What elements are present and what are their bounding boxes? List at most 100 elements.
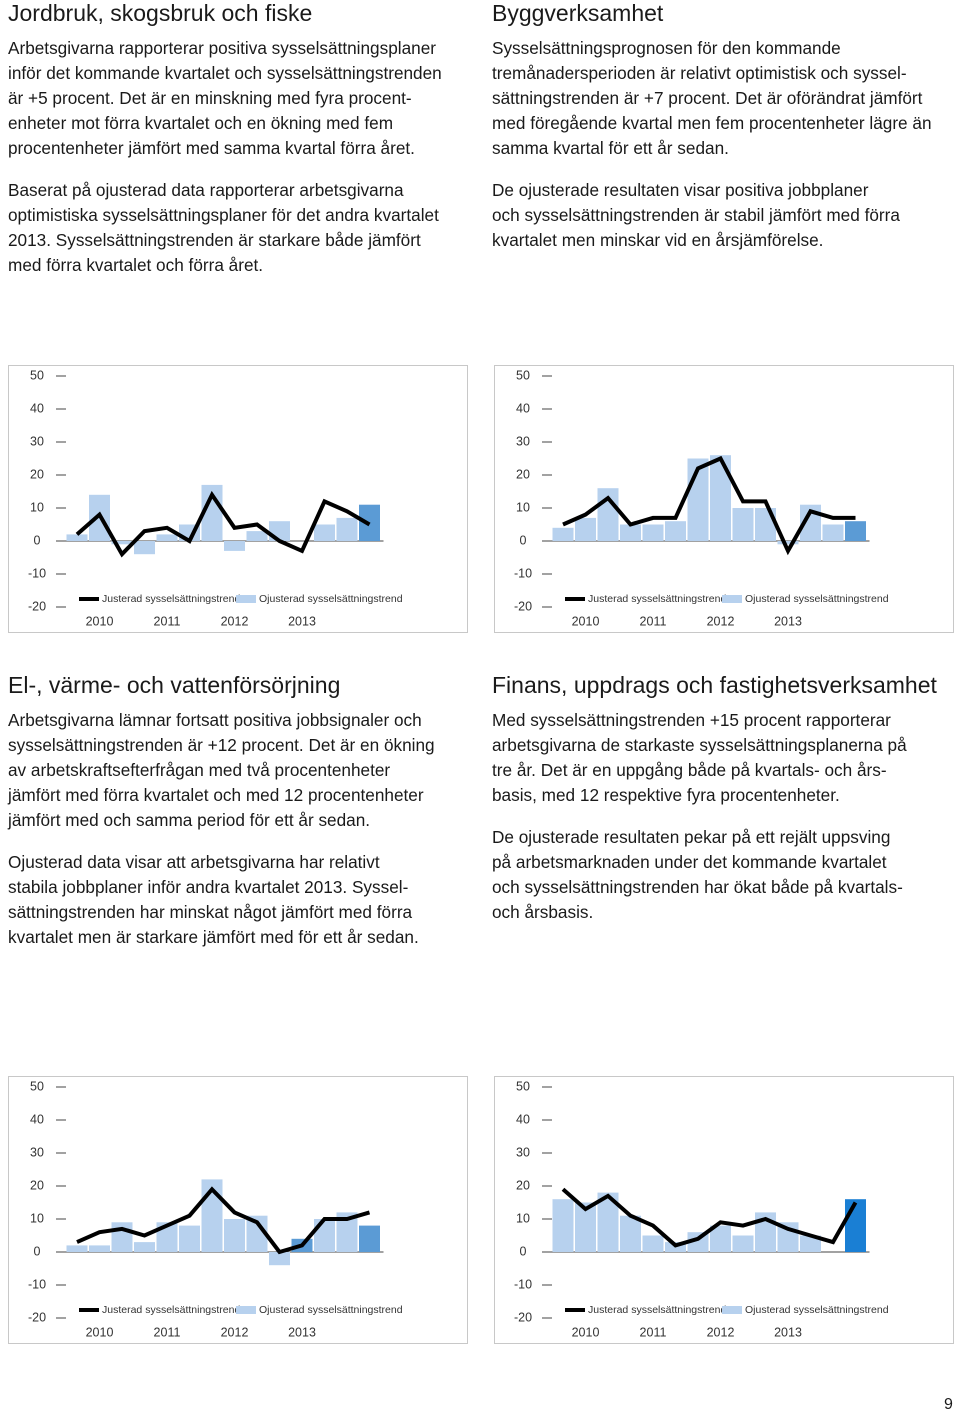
paragraph: Baserat på ojusterad data rapporterar ar… <box>8 178 473 278</box>
bar <box>156 534 178 541</box>
text-line: sättningstrenden är +7 procent. Det är o… <box>492 88 923 108</box>
bar <box>134 1242 155 1252</box>
legend-label: Ojusterad sysselsättningstrend <box>259 1304 403 1316</box>
legend-swatch <box>722 1306 742 1314</box>
legend-label: Ojusterad sysselsättningstrend <box>745 593 889 605</box>
text-line: Ojusterad data visar att arbetsgivarna h… <box>8 852 380 872</box>
page-number: 9 <box>944 1396 953 1413</box>
bar <box>575 1202 596 1252</box>
bar <box>642 524 664 541</box>
bar <box>710 455 731 541</box>
y-tick-label: 50 <box>516 1079 530 1093</box>
y-tick-label: 20 <box>516 467 530 481</box>
bar <box>620 1215 641 1252</box>
y-tick-label: 20 <box>516 1178 530 1192</box>
bar <box>314 524 335 541</box>
bar <box>642 1235 664 1252</box>
text-line: med föregående kvartal men fem procenten… <box>492 113 932 133</box>
bar <box>314 1219 335 1252</box>
paragraph: De ojusterade resultaten pekar på ett re… <box>492 825 957 925</box>
x-tick-label: 2010 <box>86 1325 114 1339</box>
bar <box>224 541 245 551</box>
trend-line <box>562 455 856 556</box>
y-tick-label: 50 <box>516 368 530 382</box>
section-title: El-, värme- och vattenförsörjning <box>8 672 341 698</box>
bar <box>822 524 844 541</box>
trend-line <box>561 1187 858 1248</box>
y-tick-label: -20 <box>28 599 46 613</box>
text-line: jämfört med förra kvartalet och med 12 p… <box>8 785 424 805</box>
bar <box>246 531 268 541</box>
paragraph: De ojusterade resultaten visar positiva … <box>492 178 957 253</box>
bar <box>201 484 223 541</box>
bar <box>66 1245 88 1252</box>
text-line: Sysselsättningsprognosen för den kommand… <box>492 38 841 58</box>
y-tick-label: 40 <box>516 1112 530 1126</box>
x-tick-label: 2012 <box>221 614 249 628</box>
y-tick-label: 0 <box>520 533 527 547</box>
text-line: enheter mot förra kvartalet och en öknin… <box>8 113 394 133</box>
y-tick-label: 20 <box>30 1178 44 1192</box>
paragraph: Arbetsgivarna lämnar fortsatt positiva j… <box>8 708 473 833</box>
trend-line <box>76 1186 371 1255</box>
text-line: jämfört med och samma period för ett år … <box>8 810 371 830</box>
y-tick-label: 10 <box>30 1211 44 1225</box>
bar <box>134 541 155 555</box>
y-tick-label: -10 <box>28 566 46 580</box>
y-tick-label: -20 <box>514 599 532 613</box>
chart: -20 -10 0 10 20 30 40 50 2010 2011 2012 2013 Justera… <box>8 365 468 633</box>
y-tick-label: 40 <box>30 1112 44 1126</box>
text-line: sysselsättningstrenden är +12 procent. D… <box>8 735 435 755</box>
section-title: Finans, uppdrags och fastighetsverksamhe… <box>492 672 937 698</box>
chart: -20 -10 0 10 20 30 40 50 2010 2011 2012 2013 Justera… <box>8 1076 468 1344</box>
legend-label: Justerad sysselsättningstrend <box>588 1304 726 1316</box>
y-tick-label: 50 <box>30 368 44 382</box>
text-line: sättningstrenden har minskat något jämfö… <box>8 902 413 922</box>
bar <box>710 1225 731 1252</box>
bar <box>336 1212 358 1252</box>
text-line: samma kvartal för ett år sedan. <box>492 138 729 158</box>
legend-label: Ojusterad sysselsättningstrend <box>745 1304 889 1316</box>
y-tick-label: 30 <box>516 1145 530 1159</box>
x-tick-label: 2012 <box>707 614 735 628</box>
x-tick-label: 2010 <box>572 614 600 628</box>
x-tick-label: 2010 <box>86 614 114 628</box>
bar <box>597 1192 619 1252</box>
y-tick-label: -10 <box>514 1277 532 1291</box>
section-title: Byggverksamhet <box>492 0 664 26</box>
text-line: Baserat på ojusterad data rapporterar ar… <box>8 180 404 200</box>
text-line: tremånadersperioden är relativt optimist… <box>492 63 907 83</box>
y-tick-label: 0 <box>34 533 41 547</box>
text-line: och sysselsättningstrenden har ökat både… <box>492 877 903 897</box>
bar <box>732 1235 754 1252</box>
x-tick-label: 2011 <box>154 614 181 628</box>
text-line: kvartalet men minskar vid en årsjämförel… <box>492 230 824 250</box>
text-line: kvartalet men är starkare jämfört med fö… <box>8 927 419 947</box>
bar <box>732 508 754 541</box>
legend-swatch <box>236 595 256 603</box>
x-tick-label: 2013 <box>288 614 316 628</box>
text-line: tre år. Det är en uppgång både på kvarta… <box>492 760 887 780</box>
bar <box>179 1225 200 1252</box>
bar <box>359 1225 380 1252</box>
legend-label: Justerad sysselsättningstrend <box>102 1304 240 1316</box>
legend-label: Justerad sysselsättningstrend <box>102 593 240 605</box>
text-line: och sysselsättningstrenden är stabil jäm… <box>492 205 900 225</box>
bar <box>665 521 686 541</box>
y-tick-label: 50 <box>30 1079 44 1093</box>
text-line: inför det kommande kvartalet och syssels… <box>8 63 442 83</box>
y-tick-label: 30 <box>30 1145 44 1159</box>
bar <box>777 541 799 545</box>
x-tick-label: 2013 <box>774 1325 802 1339</box>
y-tick-label: 0 <box>34 1244 41 1258</box>
bar <box>111 541 133 545</box>
text-line: och årsbasis. <box>492 902 594 922</box>
section: Byggverksamhet Sysselsättningsprognosen f… <box>492 0 957 270</box>
text-line: optimistiska sysselsättningsplaner för d… <box>8 205 439 225</box>
text-line: på arbetsmarknaden under det kommande kv… <box>492 852 887 872</box>
text-line: procentenheter jämfört med samma kvartal… <box>8 138 415 158</box>
chart: -20 -10 0 10 20 30 40 50 2010 2011 2012 2013 Justera… <box>494 365 954 633</box>
bar <box>246 1215 268 1252</box>
x-tick-label: 2012 <box>707 1325 735 1339</box>
